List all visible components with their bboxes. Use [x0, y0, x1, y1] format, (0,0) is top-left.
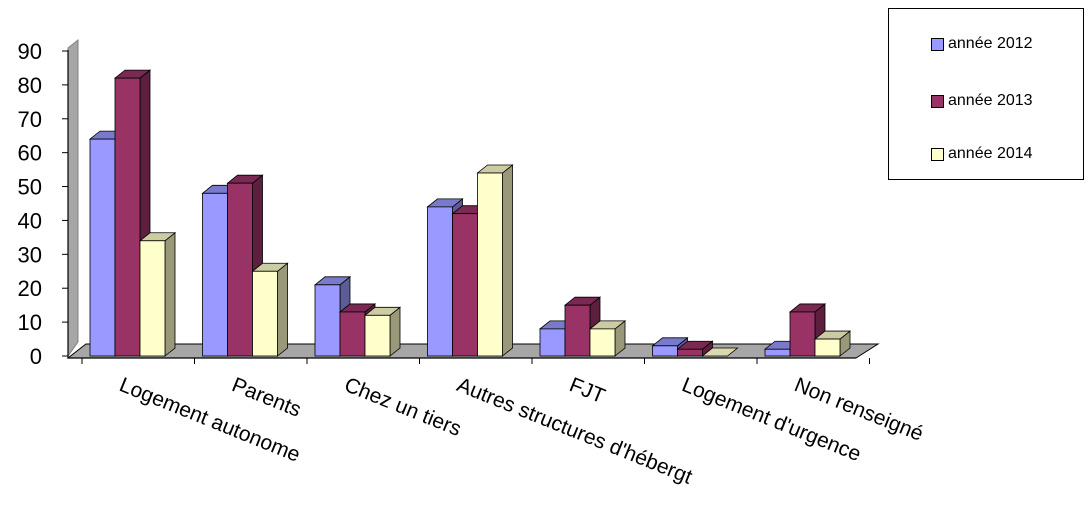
bar-front-face [677, 348, 703, 357]
bar-front-face [764, 348, 791, 357]
bar-series-group [88, 69, 852, 357]
legend-label-2014: année 2014 [948, 145, 1033, 162]
legend-item-2014: année 2014 [931, 145, 1033, 163]
legend-swatch-2013 [931, 94, 944, 108]
y-tick-label: 30 [18, 242, 42, 267]
bar-front-face [89, 138, 116, 357]
bar-front-face [227, 182, 253, 357]
legend-swatch-2012 [931, 37, 944, 51]
value-axis: 0 10 20 30 40 50 60 70 80 90 [18, 39, 870, 369]
y-tick-label: 60 [18, 141, 42, 166]
bar-side-face [164, 231, 176, 357]
bar-front-face [339, 311, 366, 357]
bar [251, 262, 289, 357]
bar [226, 174, 264, 357]
bar-front-face [114, 77, 141, 357]
bar-front-face [202, 192, 228, 357]
bar [813, 330, 852, 357]
bar-front-face [139, 240, 166, 357]
legend-label-2012: année 2012 [948, 35, 1033, 52]
bar-front-face [652, 345, 678, 357]
y-tick-label: 0 [30, 344, 42, 369]
bar [138, 231, 177, 357]
y-tick-label: 90 [18, 39, 42, 64]
back-wall-panel [67, 38, 79, 358]
bar-side-face [277, 262, 288, 357]
bar [363, 306, 402, 357]
bar [701, 347, 739, 357]
y-tick-label: 70 [18, 107, 42, 132]
legend-item-2013: année 2013 [931, 92, 1033, 110]
bar-front-face [789, 311, 816, 357]
bar [588, 320, 627, 357]
x-category-label: Logement autonome [116, 373, 303, 466]
legend: année 2012 année 2013 année 2014 [888, 8, 1084, 180]
bar [476, 164, 514, 357]
legend-label-2013: année 2013 [948, 92, 1033, 109]
bar-front-face [452, 213, 478, 357]
bar-side-face [502, 164, 513, 357]
bar-top-face [701, 347, 739, 357]
x-category-label: Parents [229, 373, 305, 421]
y-tick-label: 40 [18, 208, 42, 233]
bar-front-face [314, 284, 341, 357]
legend-item-2012: année 2012 [931, 35, 1033, 53]
bar-front-face [427, 206, 453, 357]
x-category-label: Chez un tiers [341, 373, 464, 441]
bar-front-face [539, 328, 566, 357]
y-tick-label: 50 [18, 175, 42, 200]
bar-front-face [589, 328, 616, 357]
bar-front-face [252, 270, 278, 357]
y-tick-label: 80 [18, 73, 42, 98]
y-tick-label: 20 [18, 276, 42, 301]
bar-front-face [814, 338, 841, 357]
bar-front-face [564, 304, 591, 357]
y-tick-label: 10 [18, 310, 42, 335]
bar [676, 340, 714, 357]
x-category-label: FJT [566, 373, 608, 408]
chart-back-wall [67, 38, 79, 358]
bar-front-face [364, 314, 391, 357]
legend-swatch-2014 [931, 147, 944, 161]
bar-front-face [477, 172, 503, 357]
